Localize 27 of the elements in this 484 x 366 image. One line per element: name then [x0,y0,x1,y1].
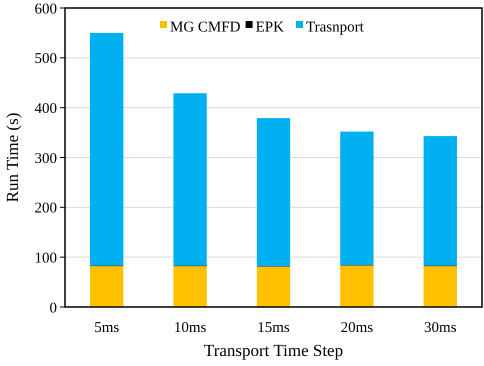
bar [256,118,290,266]
y-tick-label: 200 [34,200,57,217]
bar [256,266,290,307]
y-tick-label: 600 [34,1,57,18]
bar [173,266,207,307]
y-tick-label: 100 [34,250,57,266]
x-tick-label: 20ms [340,320,374,336]
y-axis-title: Run Time (s) [3,112,22,202]
y-tick-label: 0 [50,300,57,316]
bar [340,266,374,307]
x-tick-label: 5ms [94,320,120,336]
y-tick-label: 300 [34,150,57,167]
x-axis-title: Transport Time Step [204,341,344,360]
bar [90,32,124,266]
bar [424,266,457,307]
bar [340,132,374,266]
x-tick-label: 15ms [257,320,290,336]
legend-label: Trasnport [306,19,365,36]
y-tick-label: 500 [34,51,57,68]
y-tick-label: 400 [34,100,57,117]
x-tick-label: 30ms [424,320,457,336]
x-tick-label: 10ms [174,320,207,336]
bar [90,266,124,307]
bar [424,136,457,266]
legend-label: EPK [256,19,284,36]
legend-label: MG CMFD [170,19,241,36]
bar [173,93,207,266]
